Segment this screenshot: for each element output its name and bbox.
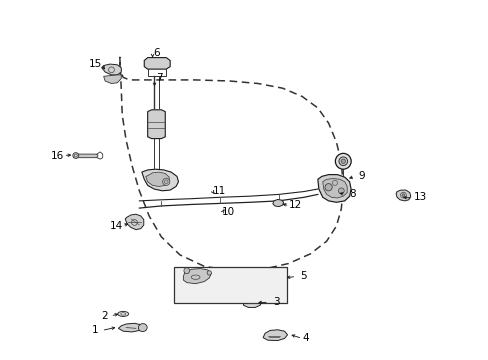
Text: 15: 15 bbox=[88, 59, 102, 69]
Polygon shape bbox=[118, 323, 142, 332]
Text: 9: 9 bbox=[358, 171, 365, 181]
Polygon shape bbox=[263, 330, 287, 341]
Polygon shape bbox=[125, 214, 143, 230]
Ellipse shape bbox=[118, 311, 128, 316]
Text: 14: 14 bbox=[109, 221, 123, 231]
Polygon shape bbox=[243, 299, 261, 307]
Circle shape bbox=[183, 268, 189, 274]
Circle shape bbox=[401, 194, 404, 197]
Circle shape bbox=[338, 188, 344, 194]
Polygon shape bbox=[317, 175, 350, 202]
Text: 2: 2 bbox=[101, 311, 107, 321]
Polygon shape bbox=[102, 64, 121, 75]
Circle shape bbox=[341, 159, 345, 163]
Text: 10: 10 bbox=[222, 207, 235, 217]
Polygon shape bbox=[103, 75, 121, 84]
Circle shape bbox=[163, 178, 169, 185]
Text: 4: 4 bbox=[302, 333, 308, 343]
Polygon shape bbox=[272, 199, 283, 207]
Text: 1: 1 bbox=[92, 325, 99, 336]
Polygon shape bbox=[147, 110, 165, 139]
Text: 8: 8 bbox=[348, 189, 355, 199]
Text: 6: 6 bbox=[153, 48, 160, 58]
Text: 7: 7 bbox=[155, 73, 162, 84]
Polygon shape bbox=[322, 179, 346, 198]
Polygon shape bbox=[142, 169, 178, 191]
Ellipse shape bbox=[73, 153, 79, 158]
Circle shape bbox=[338, 157, 347, 166]
Circle shape bbox=[335, 153, 350, 169]
Text: 3: 3 bbox=[272, 297, 279, 307]
Text: 12: 12 bbox=[288, 200, 302, 210]
Text: 5: 5 bbox=[299, 271, 306, 282]
Text: 13: 13 bbox=[413, 192, 427, 202]
Polygon shape bbox=[73, 154, 98, 158]
Polygon shape bbox=[144, 58, 170, 69]
Ellipse shape bbox=[138, 324, 147, 332]
Text: 16: 16 bbox=[51, 150, 64, 161]
Circle shape bbox=[207, 271, 211, 275]
Polygon shape bbox=[395, 190, 410, 201]
Bar bbox=[173, 267, 286, 303]
Polygon shape bbox=[183, 269, 211, 284]
Polygon shape bbox=[145, 172, 169, 186]
Text: 11: 11 bbox=[212, 186, 225, 196]
Circle shape bbox=[325, 184, 331, 191]
